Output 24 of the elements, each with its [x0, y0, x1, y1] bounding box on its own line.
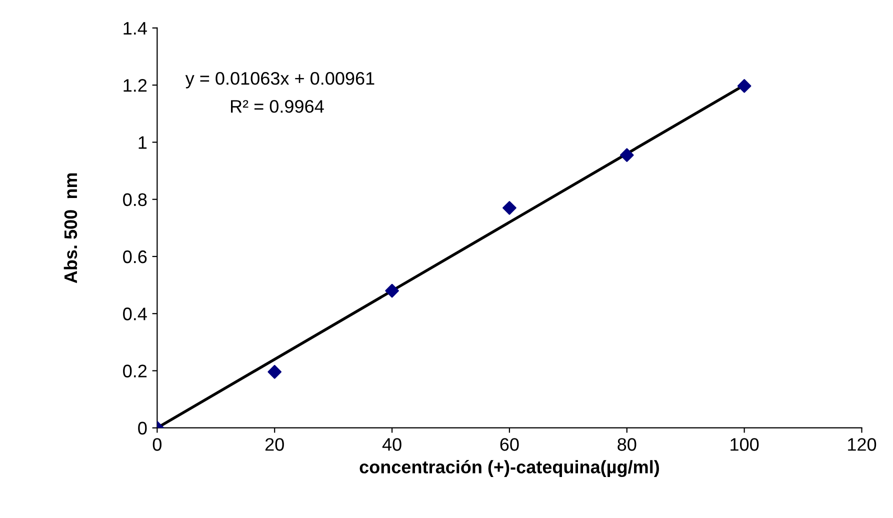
x-tick-label: 80 [618, 438, 636, 451]
y-tick-label: 1.4 [124, 22, 147, 35]
point [385, 284, 399, 298]
x-tick-label: 100 [730, 438, 759, 451]
y-tick-label: 0.2 [123, 364, 147, 378]
x-axis-title: concentración (+)-catequina(µg/ml) [360, 460, 659, 478]
y-tick-label: 0.4 [123, 308, 147, 320]
x-tick-label: 120 [848, 438, 876, 451]
x-tick-label: 0 [152, 438, 162, 451]
y-axis-title: Abs. 500 nm [64, 173, 78, 284]
y-tick-label: 0.6 [123, 250, 147, 264]
x-tick-label: 60 [500, 438, 519, 451]
y-tick-label: 0 [138, 422, 147, 435]
point [737, 79, 752, 93]
x-tick-label: 20 [265, 438, 284, 451]
y-tick-label: 1 [138, 136, 147, 149]
point [620, 148, 634, 162]
y-tick-label: 1.2 [124, 79, 147, 92]
point [268, 364, 282, 379]
y-tick-label: 0.8 [123, 193, 147, 206]
annotation: R² = 0.9964 [231, 100, 324, 113]
x-tick-label: 40 [382, 438, 402, 451]
annotation: y = 0.01063x + 0.00961 [185, 72, 374, 88]
point [502, 201, 516, 215]
